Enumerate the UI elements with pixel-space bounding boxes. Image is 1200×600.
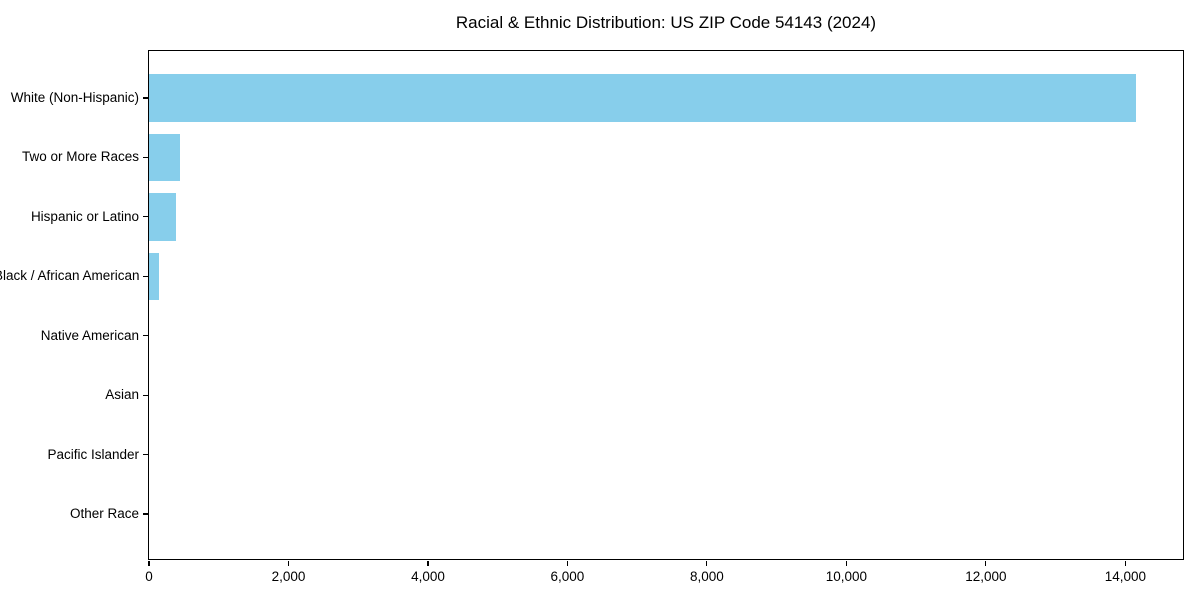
y-tick-mark xyxy=(143,275,148,277)
y-tick-mark xyxy=(143,513,148,515)
y-tick-mark xyxy=(143,454,148,456)
bar-white-non-hispanic xyxy=(149,74,1136,122)
x-tick-mark xyxy=(148,561,150,566)
y-axis-category-label: Other Race xyxy=(69,506,139,521)
y-tick-mark xyxy=(143,97,148,99)
x-axis-tick-label: 12,000 xyxy=(965,569,1007,584)
y-axis-category-label: White (Non-Hispanic) xyxy=(10,90,139,105)
x-axis-tick-label: 4,000 xyxy=(411,569,445,584)
x-axis-tick-label: 2,000 xyxy=(271,569,306,584)
x-tick-mark xyxy=(287,561,290,566)
x-axis-tick-label: 14,000 xyxy=(1104,569,1147,584)
y-tick-mark xyxy=(143,156,148,158)
y-axis-category-label: Native American xyxy=(40,327,139,343)
y-axis-category-label: Pacific Islander xyxy=(47,446,139,462)
y-axis-category-label: Two or More Races xyxy=(21,149,139,165)
chart-title: Racial & Ethnic Distribution: US ZIP Cod… xyxy=(455,13,877,32)
x-axis-tick-label: 10,000 xyxy=(825,569,868,584)
x-tick-mark xyxy=(566,561,568,566)
x-axis-tick-label: 0 xyxy=(145,569,153,584)
y-axis-category-label: Black / African American xyxy=(0,268,140,284)
x-tick-mark xyxy=(427,561,429,566)
y-axis-category-label: Asian xyxy=(105,387,139,403)
y-tick-mark xyxy=(143,335,148,337)
bar-two-or-more-races xyxy=(149,133,181,182)
y-axis-category-label: Hispanic or Latino xyxy=(30,208,139,224)
x-tick-mark xyxy=(985,561,987,566)
bar-hispanic-or-latino xyxy=(149,193,176,241)
bar-black-african-american xyxy=(149,252,159,301)
plot-area: White (Non-Hispanic) Two or More Races His… xyxy=(0,50,1184,584)
x-tick-mark xyxy=(845,561,847,566)
x-tick-mark xyxy=(706,561,708,566)
x-axis-tick-label: 6,000 xyxy=(550,569,585,584)
y-tick-mark xyxy=(143,394,148,396)
y-tick-mark xyxy=(143,216,148,218)
x-axis-tick-label: 8,000 xyxy=(689,569,724,584)
x-tick-mark xyxy=(1124,561,1126,566)
